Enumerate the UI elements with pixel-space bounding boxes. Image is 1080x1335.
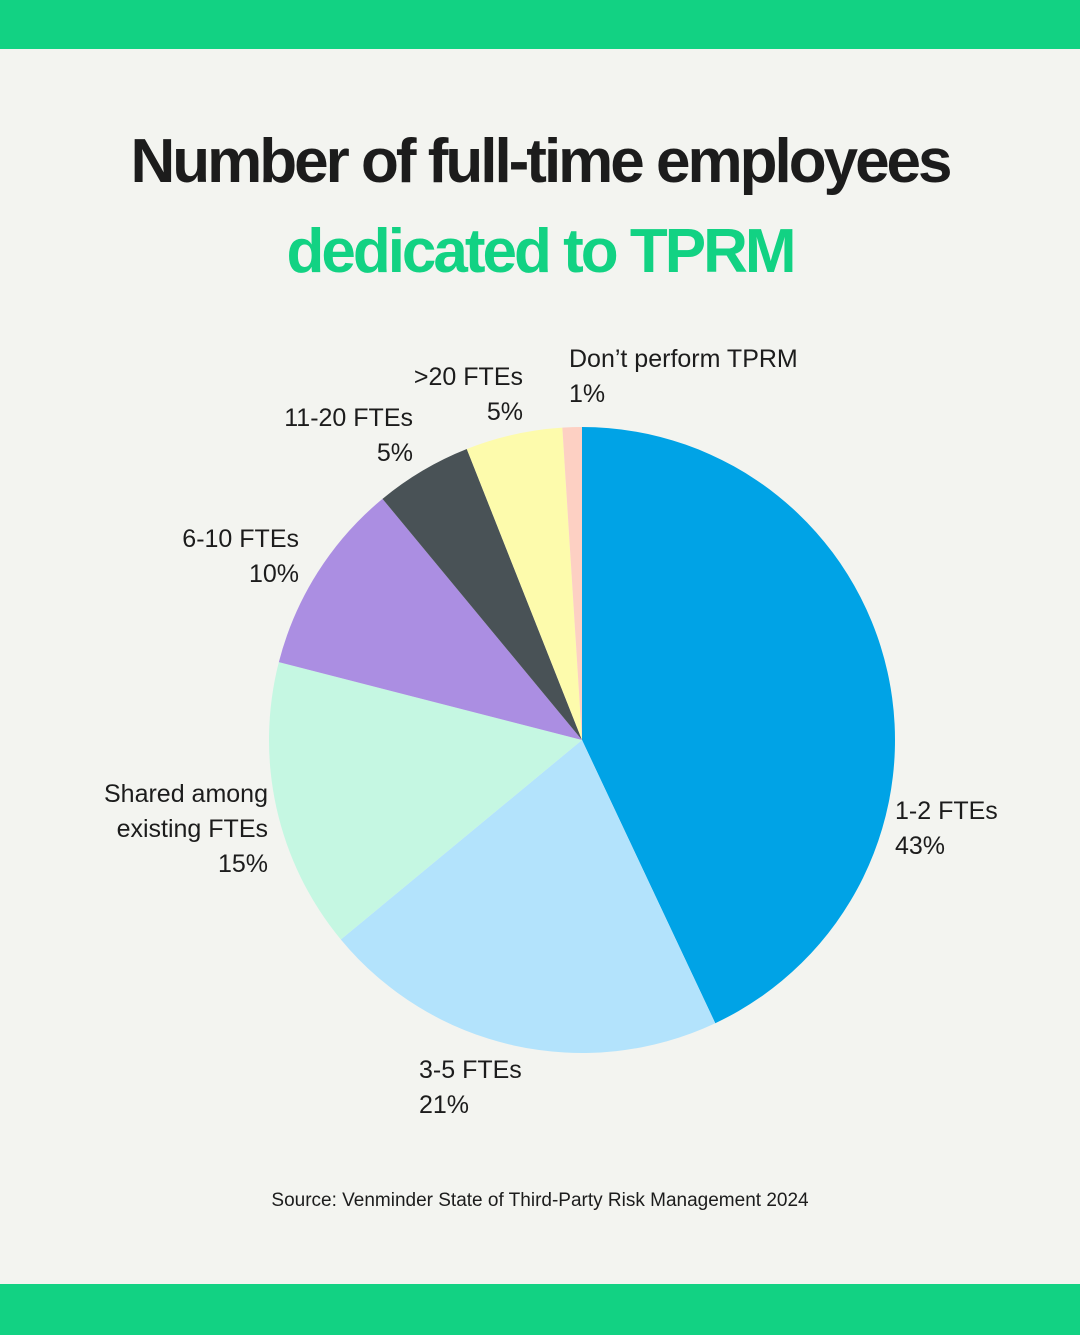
label-dont-perform-name: Don’t perform TPRM (569, 345, 798, 373)
label-3-5-ftes: 3-5 FTEs 21% (419, 1053, 522, 1123)
label-3-5-ftes-name: 3-5 FTEs (419, 1056, 522, 1084)
label-over-20-ftes-name: >20 FTEs (413, 363, 523, 391)
pie-slice-shared-among-existing-ftes (269, 662, 582, 940)
label-over-20-ftes: >20 FTEs 5% (414, 360, 523, 430)
label-dont-perform-value: 1% (569, 380, 606, 408)
chart-title-line1: Number of full-time employees (130, 127, 952, 196)
label-shared-line1: Shared among (103, 780, 268, 808)
label-11-20-ftes-name: 11-20 FTEs (284, 404, 413, 432)
label-shared-value: 15% (217, 850, 268, 878)
label-shared: Shared among existing FTEs 15% (104, 777, 268, 882)
pie-slice-don-t-perform-tprm (562, 427, 582, 740)
label-11-20-ftes: 11-20 FTEs 5% (284, 401, 413, 471)
label-1-2-ftes: 1-2 FTEs 43% (895, 794, 998, 864)
pie-slice-6-10-ftes (278, 498, 582, 740)
label-6-10-ftes-name: 6-10 FTEs (182, 525, 299, 553)
top-band (0, 0, 1080, 49)
chart-title-line2: dedicated to TPRM (286, 217, 796, 286)
label-6-10-ftes: 6-10 FTEs 10% (182, 522, 299, 592)
label-1-2-ftes-value: 43% (895, 832, 946, 860)
label-3-5-ftes-value: 21% (419, 1091, 470, 1119)
label-1-2-ftes-name: 1-2 FTEs (895, 797, 998, 825)
label-shared-line2: existing FTEs (116, 815, 268, 843)
label-over-20-ftes-value: 5% (486, 398, 523, 426)
pie-slice-1-2-ftes (582, 427, 895, 1024)
label-6-10-ftes-value: 10% (248, 560, 299, 588)
label-11-20-ftes-value: 5% (376, 439, 413, 467)
source-note: Source: Venminder State of Third-Party R… (271, 1190, 809, 1211)
bottom-band (0, 1284, 1080, 1335)
pie-slice-11-20-ftes (382, 448, 582, 740)
label-dont-perform: Don’t perform TPRM 1% (569, 342, 798, 412)
pie-slice-3-5-ftes (340, 740, 716, 1053)
pie-slice-20-ftes (466, 427, 582, 740)
